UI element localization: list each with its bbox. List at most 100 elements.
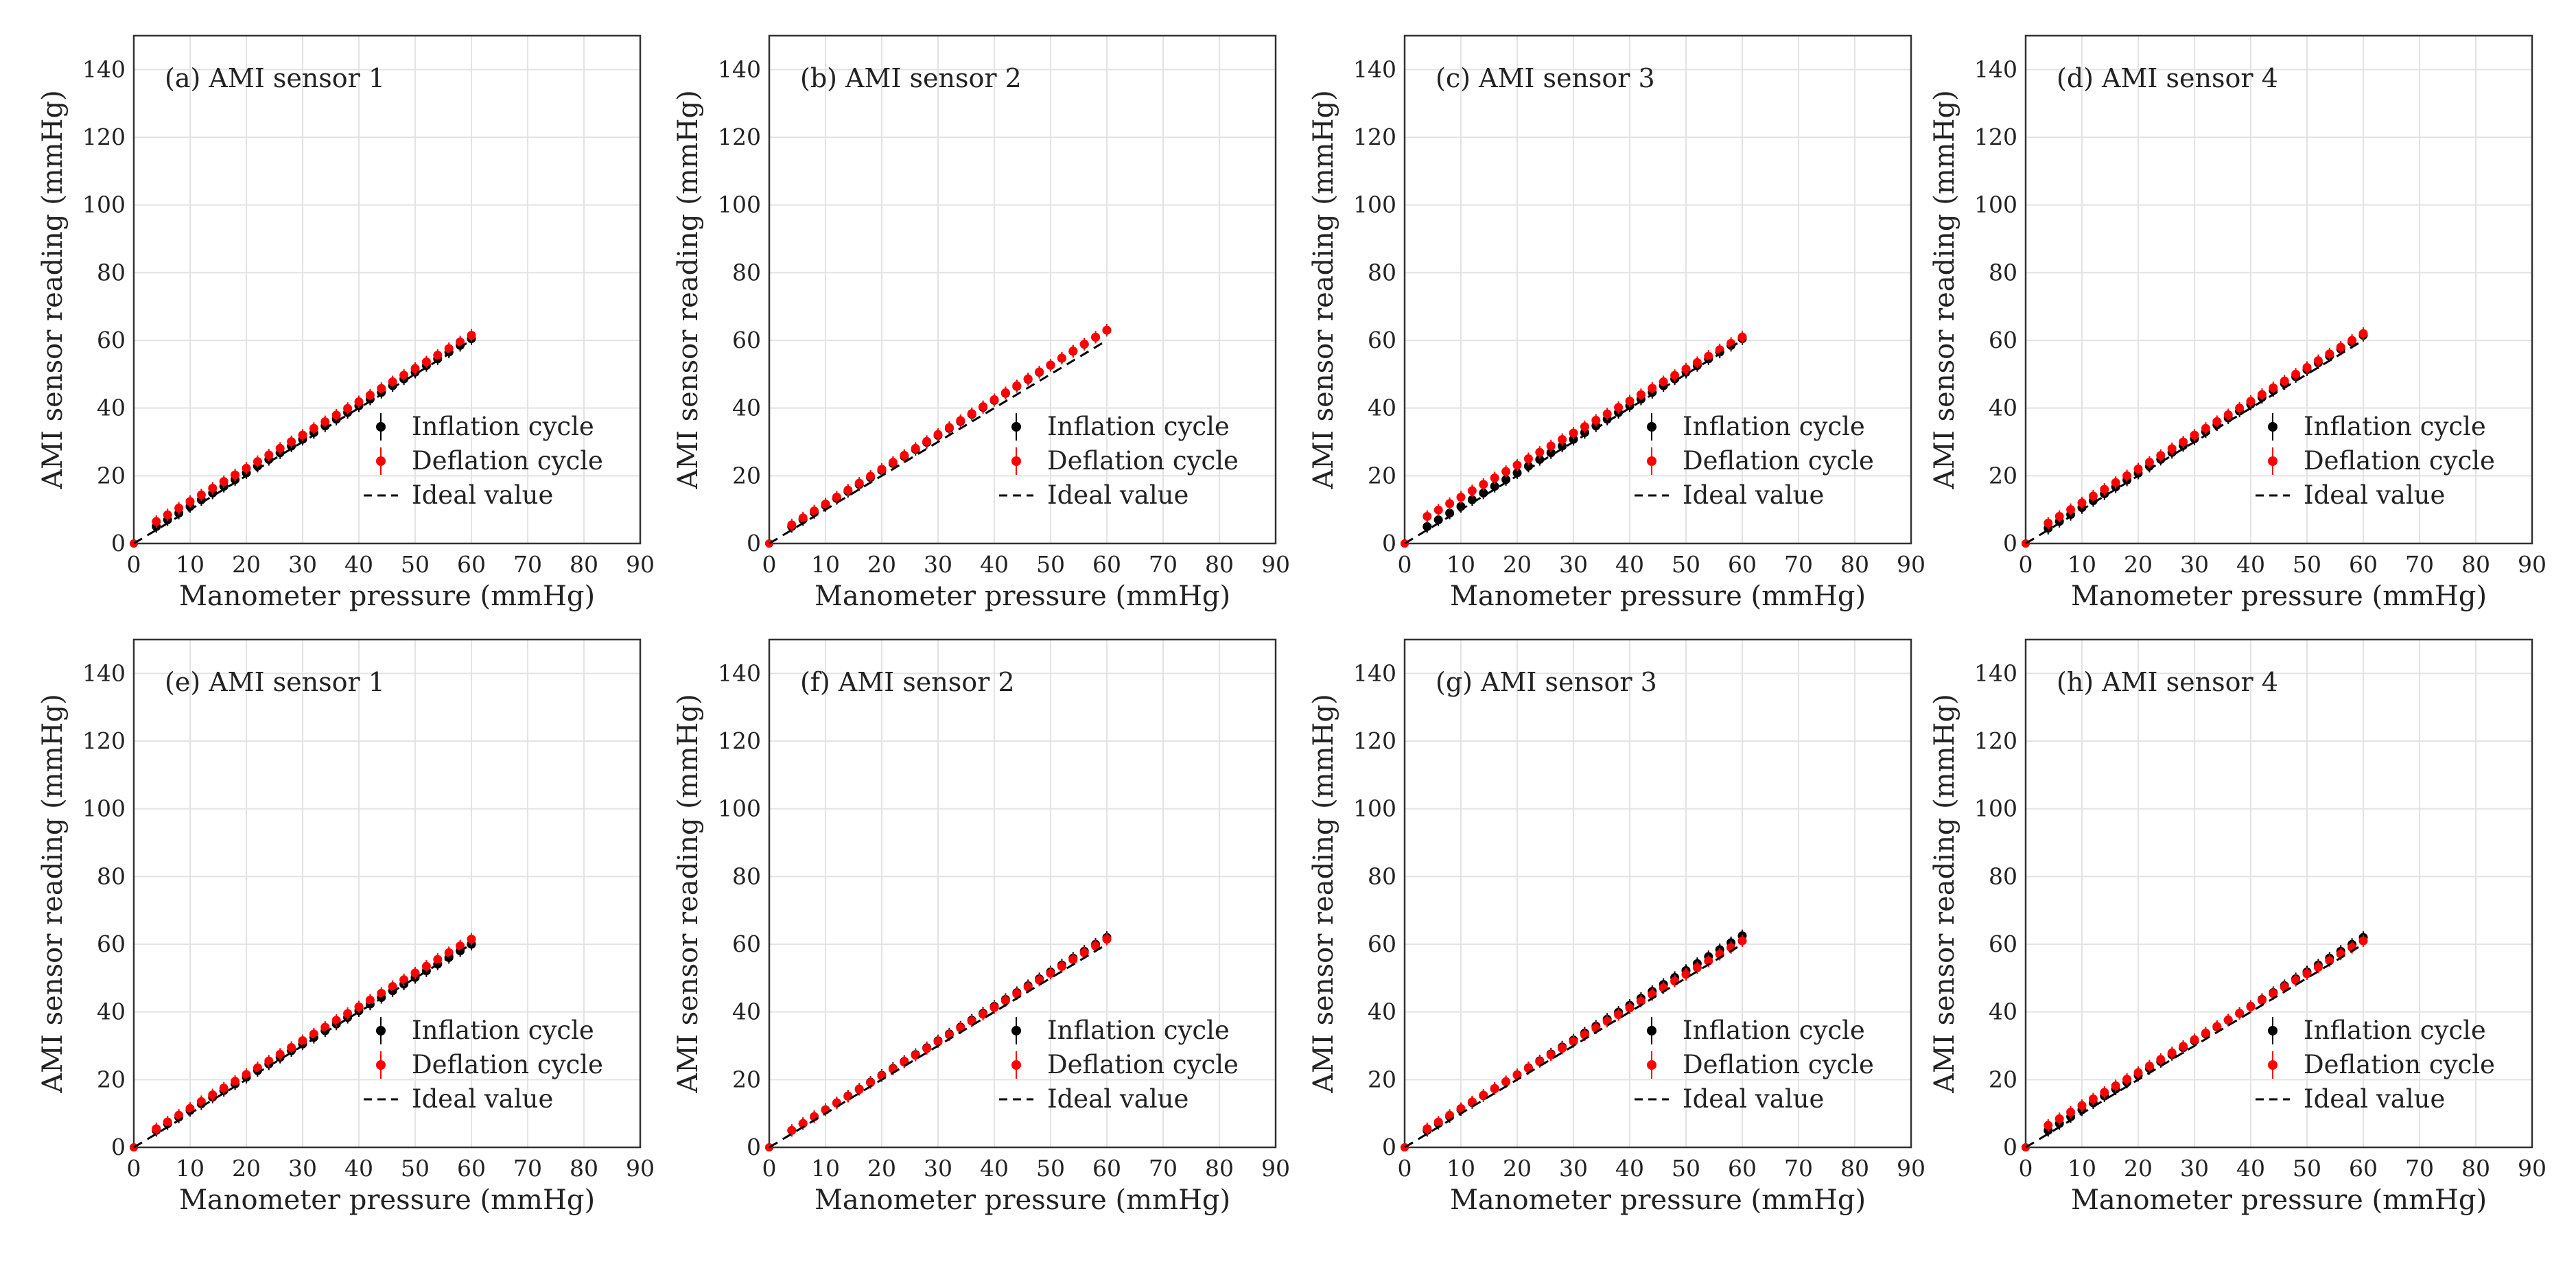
y-tick-label: 60 — [1989, 327, 2017, 353]
x-tick-label: 0 — [127, 1155, 141, 1182]
x-tick-label: 70 — [1784, 1155, 1813, 1182]
deflation-data-point — [264, 450, 274, 460]
x-tick-label: 70 — [1149, 551, 1178, 578]
deflation-data-point — [174, 1110, 184, 1120]
x-tick-label: 30 — [924, 551, 952, 578]
y-axis-title: AMI sensor reading (mmHg) — [1929, 90, 1960, 489]
x-tick-label: 20 — [1503, 1155, 1532, 1182]
deflation-data-point — [1000, 388, 1010, 397]
deflation-data-point — [2044, 1121, 2053, 1130]
y-tick-label: 40 — [732, 998, 761, 1025]
deflation-data-point — [287, 1042, 296, 1052]
deflation-data-point — [888, 458, 898, 467]
deflation-data-point — [1681, 970, 1691, 979]
legend-deflation-swatch — [1647, 456, 1656, 466]
deflation-data-point — [309, 1029, 318, 1039]
deflation-data-point — [866, 1078, 876, 1088]
x-tick-label: 20 — [232, 1155, 261, 1182]
y-axis-title: AMI sensor reading (mmHg) — [1308, 90, 1339, 489]
deflation-data-point — [1580, 422, 1589, 432]
deflation-data-point — [990, 1003, 999, 1012]
deflation-data-point — [1636, 390, 1646, 399]
deflation-data-point — [1602, 409, 1612, 419]
deflation-data-point — [399, 975, 409, 985]
y-tick-label: 20 — [97, 1066, 126, 1092]
deflation-data-point — [264, 1056, 274, 1066]
legend-label: Deflation cycle — [1047, 1050, 1239, 1079]
deflation-data-point — [866, 471, 876, 481]
ideal-value-line — [133, 943, 472, 1149]
panel-title: (h) AMI sensor 4 — [2057, 667, 2278, 697]
deflation-data-point — [388, 982, 397, 992]
x-tick-label: 40 — [980, 551, 1009, 578]
y-tick-label: 120 — [1353, 124, 1396, 150]
legend-label: Inflation cycle — [1683, 1016, 1865, 1045]
x-tick-label: 50 — [401, 1155, 430, 1182]
deflation-data-point — [2201, 423, 2210, 433]
y-tick-label: 20 — [732, 1066, 761, 1092]
x-tick-label: 30 — [924, 1155, 952, 1182]
deflation-data-point — [1625, 1003, 1635, 1013]
x-tick-label: 40 — [2236, 551, 2265, 578]
chart-panel: 0 10 20 30 40 50 60 70 80 90 0 20 40 60 80 100 120 140 Man… — [672, 34, 1290, 612]
x-tick-label: 50 — [401, 551, 430, 578]
deflation-data-point — [1433, 1117, 1443, 1127]
deflation-data-point — [2302, 969, 2312, 979]
y-tick-label: 140 — [82, 56, 126, 82]
deflation-data-point — [2066, 1108, 2076, 1117]
y-tick-label: 120 — [1974, 727, 2017, 754]
y-tick-label: 60 — [1368, 931, 1396, 957]
deflation-data-point — [1467, 486, 1477, 495]
y-tick-label: 100 — [82, 191, 126, 218]
y-tick-label: 20 — [1989, 462, 2017, 489]
deflation-data-point — [1467, 1097, 1477, 1107]
deflation-data-point — [1512, 460, 1522, 470]
inflation-data-point — [1433, 515, 1443, 525]
x-tick-label: 70 — [513, 1155, 542, 1182]
x-tick-label: 0 — [762, 1155, 777, 1182]
deflation-data-point — [1479, 480, 1488, 489]
deflation-data-point — [219, 1084, 229, 1093]
deflation-data-point — [2212, 1022, 2222, 1031]
y-tick-label: 100 — [1974, 795, 2017, 822]
y-tick-label: 20 — [97, 462, 126, 489]
x-tick-label: 60 — [2349, 551, 2378, 578]
legend-label: Inflation cycle — [2304, 412, 2486, 441]
y-tick-label: 60 — [1989, 931, 2017, 957]
x-tick-label: 50 — [1036, 551, 1065, 578]
deflation-data-point — [2111, 1081, 2120, 1090]
y-tick-label: 140 — [82, 659, 126, 686]
deflation-data-point — [1035, 367, 1044, 377]
deflation-data-point — [956, 416, 965, 425]
x-tick-label: 90 — [2518, 1155, 2546, 1182]
x-tick-label: 50 — [2293, 1155, 2321, 1182]
legend-label: Ideal value — [412, 480, 553, 510]
x-tick-label: 80 — [1205, 1155, 1234, 1182]
deflation-data-point — [1670, 976, 1680, 986]
y-axis-title: AMI sensor reading (mmHg) — [672, 694, 704, 1093]
x-axis-title: Manometer pressure (mmHg) — [815, 1184, 1230, 1216]
y-tick-label: 80 — [97, 863, 126, 889]
y-axis-title: AMI sensor reading (mmHg) — [672, 90, 704, 489]
deflation-data-point — [2313, 356, 2323, 366]
deflation-data-point — [331, 1016, 341, 1025]
deflation-data-point — [1636, 996, 1646, 1006]
legend: Inflation cycle Deflation cycle Ideal valu… — [364, 412, 603, 510]
deflation-data-point — [467, 935, 476, 944]
deflation-data-point — [174, 504, 184, 513]
ideal-value-line — [133, 339, 472, 545]
deflation-data-point — [2100, 1088, 2109, 1097]
deflation-data-point — [1456, 1104, 1466, 1114]
y-tick-label: 0 — [747, 530, 761, 557]
plot-frame — [768, 638, 1277, 1149]
x-tick-label: 10 — [2068, 551, 2096, 578]
inflation-data-point — [1422, 522, 1432, 531]
deflation-data-point — [1079, 339, 1089, 349]
deflation-data-point — [231, 470, 240, 480]
y-tick-label: 40 — [97, 998, 126, 1025]
y-tick-label: 140 — [1974, 56, 2017, 82]
x-tick-label: 90 — [1897, 1155, 1925, 1182]
deflation-data-point — [309, 423, 318, 433]
y-tick-label: 0 — [2003, 1134, 2017, 1160]
plot-frame — [768, 34, 1277, 545]
